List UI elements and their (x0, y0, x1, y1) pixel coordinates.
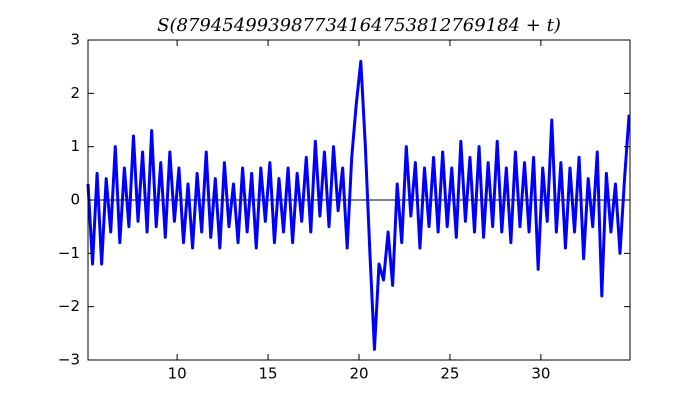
x-tick-label: 10 (168, 365, 187, 383)
x-tick-label: 20 (349, 365, 368, 383)
chart-title: S(879454993987734164753812769184 + t) (157, 15, 561, 36)
y-tick-label: −2 (58, 297, 80, 315)
y-tick-label: 0 (70, 191, 80, 209)
x-tick-label: 30 (531, 365, 550, 383)
y-tick-label: −1 (58, 244, 80, 262)
x-tick-label: 25 (440, 365, 459, 383)
data-line (86, 59, 631, 351)
y-tick-label: 2 (70, 84, 80, 102)
plot-area (86, 59, 631, 351)
y-tick-label: 3 (70, 31, 80, 49)
x-tick-label: 15 (259, 365, 278, 383)
y-tick-label: 1 (70, 137, 80, 155)
y-tick-label: −3 (58, 351, 80, 369)
